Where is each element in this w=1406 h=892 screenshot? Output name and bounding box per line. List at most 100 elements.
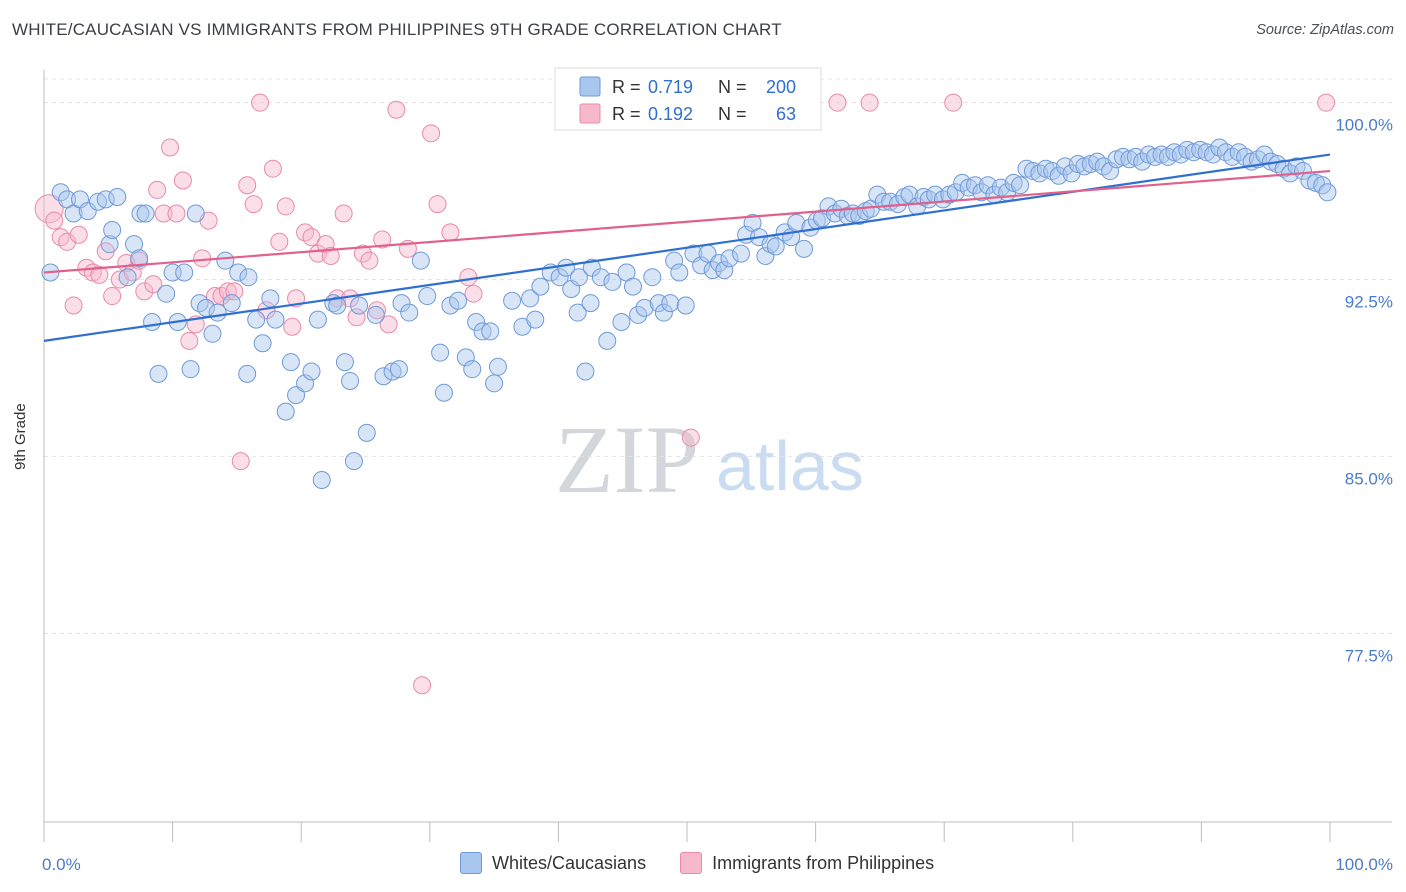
point-philippines — [64, 296, 83, 315]
point-whites — [795, 239, 814, 258]
point-whites — [485, 374, 504, 393]
tick-labels: 77.5% 85.0% 92.5% 100.0% 0.0% 100.0% — [42, 116, 1393, 874]
point-whites — [591, 268, 610, 287]
point-philippines — [58, 232, 77, 251]
point-whites — [576, 362, 595, 381]
legend-item-philippines: Immigrants from Philippines — [680, 852, 934, 874]
point-whites — [550, 268, 569, 287]
point-whites — [100, 235, 119, 254]
y-tick-label: 77.5% — [1345, 646, 1393, 665]
point-whites — [118, 268, 137, 287]
point-philippines — [413, 676, 432, 695]
point-whites — [756, 246, 775, 265]
point-whites — [96, 190, 115, 209]
watermark-zip: ZIP — [555, 406, 699, 513]
point-whites — [312, 471, 331, 490]
point-whites — [296, 374, 315, 393]
stats-r-label-1: R = — [612, 77, 641, 97]
point-whites — [598, 331, 617, 350]
point-whites — [449, 291, 468, 310]
point-whites — [281, 353, 300, 372]
point-whites — [623, 277, 642, 296]
point-philippines — [316, 235, 335, 254]
point-whites — [1101, 162, 1120, 181]
point-philippines — [148, 180, 167, 199]
point-whites — [276, 402, 295, 421]
stats-n-value-1: 200 — [766, 77, 796, 97]
point-whites — [434, 383, 453, 402]
point-philippines — [387, 100, 406, 119]
trend-line-whites — [43, 153, 1331, 342]
point-philippines — [103, 287, 122, 306]
bottom-legend: Whites/Caucasians Immigrants from Philip… — [460, 852, 968, 874]
point-whites — [136, 204, 155, 223]
point-philippines — [373, 230, 392, 249]
point-whites — [238, 364, 257, 383]
point-whites — [582, 258, 601, 277]
source-label: Source: ZipAtlas.com — [1256, 22, 1394, 38]
point-whites — [526, 310, 545, 329]
point-whites — [130, 249, 149, 268]
point-whites — [350, 296, 369, 315]
point-whites — [732, 244, 751, 263]
stats-n-label-1: N = — [718, 77, 747, 97]
point-whites — [335, 353, 354, 372]
point-whites — [612, 313, 631, 331]
point-whites — [302, 362, 321, 381]
point-philippines — [464, 284, 483, 303]
point-whites — [569, 268, 588, 287]
point-whites — [411, 251, 430, 270]
point-whites — [229, 263, 248, 282]
point-philippines — [263, 159, 282, 178]
chart-title: WHITE/CAUCASIAN VS IMMIGRANTS FROM PHILI… — [12, 20, 782, 39]
point-philippines — [161, 138, 180, 157]
point-philippines — [459, 268, 478, 287]
point-whites — [603, 272, 622, 291]
point-whites — [467, 313, 486, 331]
stats-legend-swatch-pink — [579, 103, 601, 124]
point-whites — [222, 294, 241, 313]
point-whites — [635, 298, 654, 317]
y-tick-label: 92.5% — [1345, 293, 1393, 312]
point-whites — [341, 371, 360, 390]
point-whites — [389, 360, 408, 379]
y-tick-label: 85.0% — [1345, 469, 1393, 488]
x-tick-label-min: 0.0% — [42, 855, 81, 874]
point-whites — [253, 334, 272, 353]
point-whites — [1287, 157, 1306, 176]
point-whites — [654, 303, 673, 322]
point-whites — [643, 268, 662, 287]
point-philippines — [270, 232, 289, 251]
point-whites — [108, 188, 127, 206]
point-whites — [181, 360, 200, 379]
point-whites — [1088, 152, 1107, 171]
point-philippines — [154, 204, 173, 223]
point-philippines — [144, 275, 163, 294]
stats-legend: R = 0.719 N = 200 R = 0.192 N = 63 — [554, 67, 822, 131]
point-philippines — [173, 171, 192, 190]
legend-label-philippines: Immigrants from Philippines — [712, 852, 935, 873]
point-philippines — [135, 282, 154, 301]
point-whites — [203, 324, 222, 343]
point-philippines — [34, 194, 64, 224]
point-whites — [78, 202, 97, 221]
point-whites — [670, 263, 689, 282]
point-philippines — [244, 195, 263, 214]
point-philippines — [218, 282, 237, 301]
stats-r-label-2: R = — [612, 104, 641, 124]
point-whites — [665, 251, 684, 270]
point-philippines — [681, 428, 700, 447]
point-whites — [175, 263, 194, 282]
point-whites — [456, 348, 475, 367]
point-philippines — [45, 211, 64, 230]
point-philippines — [225, 282, 244, 301]
point-whites — [51, 183, 70, 202]
stats-legend-swatch-blue — [579, 76, 601, 97]
point-whites — [503, 291, 522, 310]
point-whites — [247, 310, 266, 329]
point-philippines — [283, 317, 302, 336]
point-philippines — [90, 265, 109, 284]
point-whites — [629, 305, 648, 324]
point-philippines — [251, 93, 270, 112]
